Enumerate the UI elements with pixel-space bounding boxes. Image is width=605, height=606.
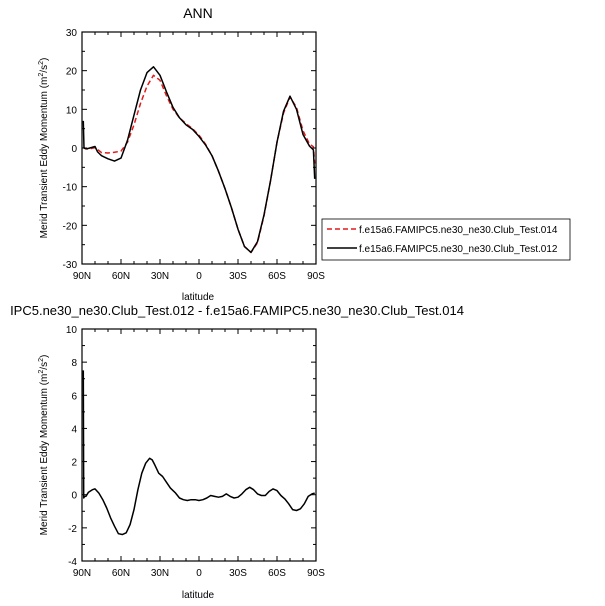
x-tick-label: 30S — [229, 568, 247, 579]
difference-line — [82, 370, 315, 536]
x-tick-label: 0 — [196, 568, 202, 579]
y-tick-label: 20 — [66, 67, 78, 78]
x-tick-label: 0 — [196, 271, 202, 282]
legend-box — [321, 218, 571, 261]
y-tick-label: -10 — [63, 183, 78, 194]
y-tick-label: 30 — [66, 28, 78, 39]
top-y-axis-label: Merid Transient Eddy Momentum (m2/s2) — [38, 58, 50, 239]
x-tick-label: 30N — [151, 568, 169, 579]
y-tick-label: 8 — [71, 358, 77, 369]
top-tick-group: -30 -20 -10 0 10 20 30 90N 60N 30N 0 30S 60S 90S — [63, 28, 326, 282]
bottom-panel: IPC5.ne30_ne30.Club_Test.012 - f.e15a6.F… — [10, 303, 464, 601]
y-tick-label: -30 — [63, 260, 78, 271]
x-tick-label: 30S — [229, 271, 247, 282]
y-tick-label: 6 — [71, 391, 77, 402]
difference-title: IPC5.ne30_ne30.Club_Test.012 - f.e15a6.F… — [10, 303, 464, 318]
top-series-group — [82, 66, 316, 254]
y-tick-label: 10 — [66, 325, 78, 336]
y-tick-label: 10 — [66, 105, 78, 116]
x-tick-label: 60S — [268, 271, 286, 282]
y-tick-label: 4 — [71, 424, 77, 435]
x-tick-label: 60N — [112, 271, 130, 282]
chart-title: ANN — [183, 5, 213, 21]
top-x-axis-label: latitude — [182, 292, 215, 303]
series-line-test-014 — [82, 74, 316, 254]
legend-label-test-012: f.e15a6.FAMIPC5.ne30_ne30.Club_Test.012 — [359, 244, 558, 255]
x-tick-label: 90N — [73, 271, 91, 282]
x-tick-label: 90N — [73, 568, 91, 579]
x-tick-label: 90S — [307, 568, 325, 579]
bottom-x-axis-label: latitude — [182, 590, 215, 601]
y-tick-label: 0 — [71, 491, 77, 502]
x-tick-label: 60N — [112, 568, 130, 579]
y-tick-label: -2 — [68, 524, 77, 535]
bottom-y-axis-label: Merid Transient Eddy Momentum (m2/s2) — [38, 355, 50, 536]
top-plot-frame — [81, 31, 317, 265]
series-line-test-012 — [82, 66, 316, 254]
bottom-series-group — [82, 370, 315, 536]
y-tick-label: 2 — [71, 458, 77, 469]
legend: f.e15a6.FAMIPC5.ne30_ne30.Club_Test.014 … — [321, 218, 571, 261]
y-tick-label: -4 — [68, 557, 77, 568]
bottom-plot-frame — [81, 328, 317, 562]
x-tick-label: 60S — [268, 568, 286, 579]
y-tick-label: 0 — [71, 144, 77, 155]
legend-label-test-014: f.e15a6.FAMIPC5.ne30_ne30.Club_Test.014 — [359, 225, 558, 236]
x-tick-label: 90S — [307, 271, 325, 282]
x-tick-label: 30N — [151, 271, 169, 282]
bottom-tick-group: -4 -2 0 2 4 6 8 10 90N 60N 30N 0 30S 60S 90S — [66, 325, 325, 579]
y-tick-label: -20 — [63, 221, 78, 232]
